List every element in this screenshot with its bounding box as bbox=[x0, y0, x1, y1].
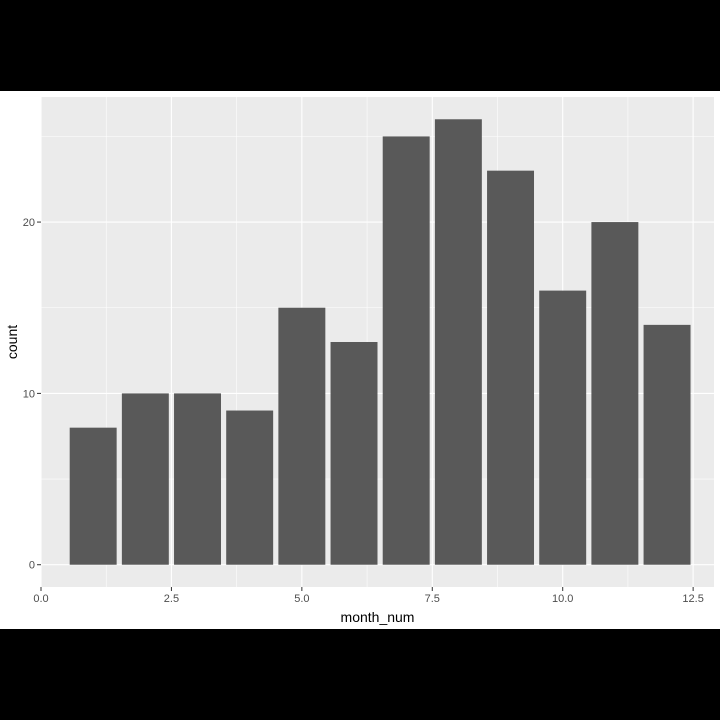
x-axis-title: month_num bbox=[341, 609, 415, 625]
bar-month-6 bbox=[330, 342, 378, 565]
bar-month-12 bbox=[643, 324, 691, 565]
y-tick-label: 10 bbox=[23, 388, 35, 400]
bar-month-2 bbox=[121, 393, 169, 565]
x-tick-label: 12.5 bbox=[682, 593, 703, 605]
x-tick-label: 10.0 bbox=[552, 593, 573, 605]
bars bbox=[69, 119, 691, 565]
y-tick-label: 0 bbox=[29, 560, 35, 572]
y-tick-label: 20 bbox=[23, 217, 35, 229]
x-tick-label: 7.5 bbox=[425, 593, 440, 605]
bar-chart: 0.0 2.5 5.0 7.5 10.0 12.5 0 10 20 month_num cou… bbox=[4, 97, 714, 625]
x-axis: 0.0 2.5 5.0 7.5 10.0 12.5 bbox=[33, 587, 704, 605]
bar-month-8 bbox=[434, 119, 482, 565]
y-axis-title: count bbox=[4, 325, 20, 359]
bar-month-7 bbox=[382, 136, 430, 565]
x-tick-label: 5.0 bbox=[294, 593, 309, 605]
bar-month-4 bbox=[226, 410, 274, 565]
bar-month-10 bbox=[539, 290, 587, 565]
bar-month-1 bbox=[69, 427, 117, 565]
bar-month-5 bbox=[278, 307, 326, 565]
x-tick-label: 2.5 bbox=[164, 593, 179, 605]
bar-month-3 bbox=[174, 393, 221, 565]
y-axis: 0 10 20 bbox=[23, 217, 41, 572]
bar-month-11 bbox=[591, 222, 639, 565]
bar-month-9 bbox=[487, 170, 535, 565]
plot-frame: 0.0 2.5 5.0 7.5 10.0 12.5 0 10 20 month_num cou… bbox=[0, 91, 720, 629]
x-tick-label: 0.0 bbox=[33, 593, 48, 605]
